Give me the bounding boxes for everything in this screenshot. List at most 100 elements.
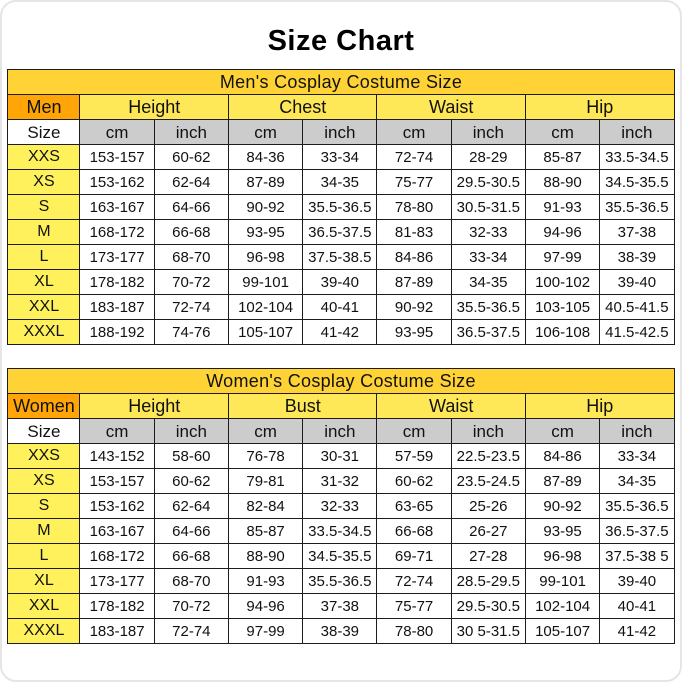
mens-size-table: Men's Cosplay Costume Size Men Height Chest… [7,69,675,345]
table-row: XXXL 183-187 72-74 97-99 38-39 78-80 30 5-31.5… [7,618,675,644]
size-value-cell: 90-92 [227,194,304,220]
size-value-cell: 99-101 [524,568,601,594]
unit-header: inch [153,119,229,145]
size-value-cell: 99-101 [227,269,304,295]
table-row: XL 178-182 70-72 99-101 39-40 87-89 34-35 100-1… [7,269,675,295]
size-value-cell: 173-177 [79,568,155,594]
size-value-cell: 70-72 [153,593,229,619]
group-header-row: Women Height Bust Waist Hip [7,393,675,419]
size-value-cell: 102-104 [227,294,304,320]
table-row: XXS 153-157 60-62 84-36 33-34 72-74 28-29 85-87… [7,144,675,170]
size-value-cell: 72-74 [153,618,229,644]
row-size-label: XS [7,468,81,494]
size-value-cell: 36.5-37.5 [599,518,675,544]
size-value-cell: 38-39 [599,244,675,270]
table-row: XXXL 188-192 74-76 105-107 41-42 93-95 36.5-37… [7,319,675,345]
row-size-label: M [7,518,81,544]
unit-header: cm [524,119,601,145]
table-row: XS 153-162 62-64 87-89 34-35 75-77 29.5-30.5 88… [7,169,675,195]
size-value-cell: 153-157 [79,144,155,170]
table-row: M 168-172 66-68 93-95 36.5-37.5 81-83 32-33 94-… [7,219,675,245]
size-value-cell: 37-38 [302,593,378,619]
size-value-cell: 32-33 [450,219,526,245]
unit-header: cm [227,418,304,444]
size-value-cell: 66-68 [376,518,452,544]
size-value-cell: 91-93 [227,568,304,594]
size-value-cell: 76-78 [227,443,304,469]
table-row: XXL 183-187 72-74 102-104 40-41 90-92 35.5-36.… [7,294,675,320]
size-value-cell: 31-32 [302,468,378,494]
size-value-cell: 81-83 [376,219,452,245]
size-value-cell: 33.5-34.5 [599,144,675,170]
size-value-cell: 96-98 [227,244,304,270]
size-value-cell: 69-71 [376,543,452,569]
size-value-cell: 33-34 [599,443,675,469]
corner-header: Men [7,94,81,120]
row-size-label: L [7,543,81,569]
size-value-cell: 82-84 [227,493,304,519]
table-row: L 173-177 68-70 96-98 37.5-38.5 84-86 33-34 97-… [7,244,675,270]
size-value-cell: 41-42 [302,319,378,345]
size-value-cell: 78-80 [376,618,452,644]
row-size-label: XXS [7,144,81,170]
group-header-height: Height [79,94,229,120]
row-size-label: M [7,219,81,245]
size-value-cell: 28-29 [450,144,526,170]
size-value-cell: 30.5-31.5 [450,194,526,220]
row-size-label: XXXL [7,319,81,345]
page-title: Size Chart [267,25,415,57]
size-value-cell: 85-87 [524,144,601,170]
size-value-cell: 63-65 [376,493,452,519]
table-row: M 163-167 64-66 85-87 33.5-34.5 66-68 26-27 93-… [7,518,675,544]
size-value-cell: 58-60 [153,443,229,469]
row-size-label: S [7,493,81,519]
table-row: XL 173-177 68-70 91-93 35.5-36.5 72-74 28.5-29… [7,568,675,594]
womens-size-table: Women's Cosplay Costume Size Women Height B… [7,368,675,644]
size-value-cell: 79-81 [227,468,304,494]
size-value-cell: 36.5-37.5 [450,319,526,345]
size-value-cell: 102-104 [524,593,601,619]
unit-header: cm [524,418,601,444]
size-value-cell: 41.5-42.5 [599,319,675,345]
table-row: L 168-172 66-68 88-90 34.5-35.5 69-71 27-28 96-… [7,543,675,569]
size-value-cell: 23.5-24.5 [450,468,526,494]
size-value-cell: 97-99 [524,244,601,270]
unit-header: cm [79,119,155,145]
size-value-cell: 90-92 [376,294,452,320]
size-value-cell: 178-182 [79,269,155,295]
row-size-label: XXL [7,294,81,320]
corner-header: Women [7,393,81,419]
size-value-cell: 94-96 [227,593,304,619]
unit-header: inch [302,418,378,444]
size-value-cell: 72-74 [376,144,452,170]
size-value-cell: 87-89 [227,169,304,195]
size-value-cell: 91-93 [524,194,601,220]
size-value-cell: 35.5-36.5 [599,493,675,519]
size-value-cell: 37.5-38.5 [302,244,378,270]
size-value-cell: 87-89 [524,468,601,494]
table-title: Women's Cosplay Costume Size [7,368,675,394]
size-value-cell: 74-76 [153,319,229,345]
table-row: S 153-162 62-64 82-84 32-33 63-65 25-26 90-92 35… [7,493,675,519]
size-value-cell: 30-31 [302,443,378,469]
size-value-cell: 163-167 [79,518,155,544]
size-value-cell: 94-96 [524,219,601,245]
size-value-cell: 183-187 [79,294,155,320]
size-value-cell: 60-62 [376,468,452,494]
size-value-cell: 93-95 [376,319,452,345]
size-value-cell: 57-59 [376,443,452,469]
size-value-cell: 34-35 [599,468,675,494]
row-size-label: XXL [7,593,81,619]
table-row: S 163-167 64-66 90-92 35.5-36.5 78-80 30.5-31.… [7,194,675,220]
size-value-cell: 60-62 [153,144,229,170]
size-value-cell: 173-177 [79,244,155,270]
size-value-cell: 35.5-36.5 [450,294,526,320]
size-value-cell: 40-41 [599,593,675,619]
row-size-label: XS [7,169,81,195]
row-size-label: XL [7,269,81,295]
size-value-cell: 93-95 [524,518,601,544]
size-value-cell: 84-86 [376,244,452,270]
size-value-cell: 84-86 [524,443,601,469]
size-value-cell: 178-182 [79,593,155,619]
group-header-waist: Waist [376,393,526,419]
